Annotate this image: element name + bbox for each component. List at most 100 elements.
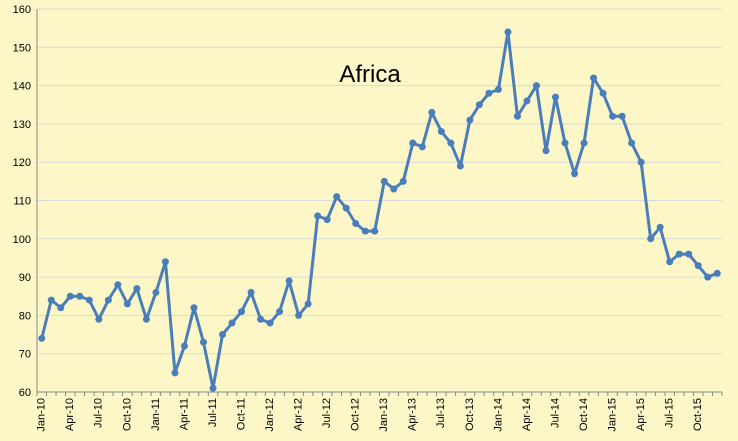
x-tick-label: Oct-11 [235, 398, 247, 430]
data-point [219, 331, 227, 339]
data-point [666, 258, 674, 266]
data-point [475, 101, 483, 109]
data-point [571, 170, 579, 178]
y-tick-label: 140 [13, 81, 31, 93]
x-tick-label: Jan-15 [606, 398, 618, 432]
data-point [618, 112, 626, 120]
data-point [152, 288, 160, 296]
data-point [561, 139, 569, 147]
data-point [95, 315, 103, 323]
x-tick-label: Apr-15 [635, 398, 647, 431]
x-tick-label: Apr-10 [64, 398, 76, 431]
data-point [580, 139, 588, 147]
data-point [66, 292, 74, 300]
x-tick-label: Jan-14 [492, 398, 504, 432]
data-point [466, 116, 474, 124]
data-point [685, 250, 693, 258]
data-point [513, 112, 521, 120]
data-point [418, 143, 426, 151]
data-point [314, 212, 322, 220]
data-point [133, 285, 141, 293]
y-tick-label: 150 [13, 42, 31, 54]
data-point [590, 74, 598, 82]
y-tick-label: 60 [19, 387, 31, 399]
data-point [694, 262, 702, 270]
data-point [656, 223, 664, 231]
data-point [637, 158, 645, 166]
x-tick-label: Jan-10 [36, 398, 48, 432]
data-point [266, 319, 274, 327]
x-tick-label: Oct-13 [464, 398, 476, 431]
series-group [38, 28, 721, 392]
data-point [428, 108, 436, 116]
data-point [494, 85, 502, 93]
data-point [123, 300, 131, 308]
x-tick-label: Jul-11 [207, 398, 219, 427]
x-tick-label: Oct-14 [578, 398, 590, 431]
x-tick-label: Oct-15 [692, 398, 704, 431]
data-point [304, 300, 312, 308]
x-tick-label: Apr-11 [178, 398, 190, 430]
x-tick-label: Jan-11 [150, 398, 162, 431]
data-point [38, 334, 46, 342]
data-point [399, 177, 407, 185]
x-tick-label: Jul-14 [549, 398, 561, 428]
y-tick-label: 160 [13, 4, 31, 16]
x-tick-label: Apr-13 [407, 398, 419, 431]
x-tick-label: Oct-10 [121, 398, 133, 431]
data-point [713, 269, 721, 277]
data-point [532, 82, 540, 90]
x-tick-label: Jul-12 [321, 398, 333, 428]
series-line [40, 30, 718, 390]
data-point [361, 227, 369, 235]
data-point [190, 304, 198, 312]
y-tick-label: 80 [19, 310, 31, 322]
x-tick-label: Jan-12 [264, 398, 276, 432]
y-tick-label: 130 [13, 119, 31, 131]
y-tick-label: 90 [19, 272, 31, 284]
data-point [552, 93, 560, 101]
data-point [504, 28, 512, 36]
data-point [114, 281, 122, 289]
data-point [342, 204, 350, 212]
y-tick-label: 120 [13, 157, 31, 169]
data-point [76, 292, 84, 300]
data-point [180, 342, 188, 350]
data-point [228, 319, 236, 327]
y-tick-label: 70 [19, 349, 31, 361]
data-point [209, 384, 217, 392]
y-tick-label: 110 [13, 196, 31, 208]
data-point [285, 277, 293, 285]
data-point [295, 311, 303, 319]
data-point [161, 258, 169, 266]
data-point [609, 112, 617, 120]
data-point [523, 97, 531, 105]
data-point [390, 185, 398, 193]
data-point [47, 296, 55, 304]
x-tick-label: Apr-12 [293, 398, 305, 431]
data-point [380, 177, 388, 185]
x-tick-label: Jan-13 [378, 398, 390, 432]
data-point [447, 139, 455, 147]
data-point [85, 296, 93, 304]
data-point [247, 288, 255, 296]
data-point [142, 315, 150, 323]
data-point [276, 308, 284, 316]
data-point [628, 139, 636, 147]
data-point [323, 216, 331, 224]
x-tick-label: Apr-14 [521, 398, 533, 431]
data-point [57, 304, 65, 312]
data-point [257, 315, 265, 323]
data-point [599, 89, 607, 97]
y-tick-label: 100 [13, 234, 31, 246]
chart-title: Africa [339, 61, 401, 88]
data-point [238, 308, 246, 316]
data-point [409, 139, 417, 147]
data-point [704, 273, 712, 281]
y-axis-tick-labels: 60 70 80 90 100 110 120 130 140 150 160 [13, 4, 31, 399]
data-point [647, 235, 655, 243]
data-point [437, 128, 445, 136]
data-point [352, 219, 360, 227]
data-point [456, 162, 464, 170]
